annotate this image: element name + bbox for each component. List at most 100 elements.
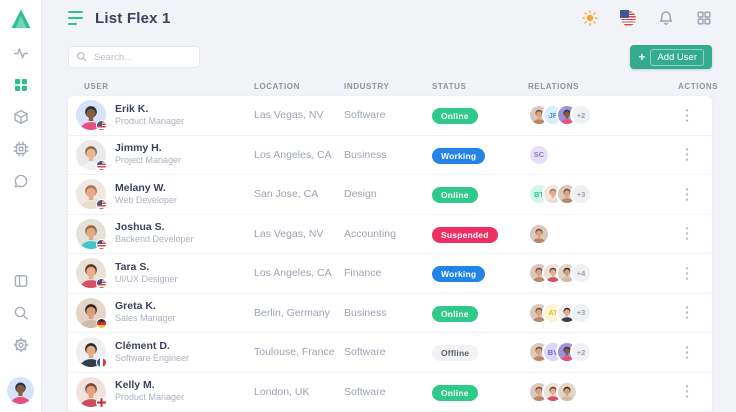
user-role: Backend Developer — [115, 234, 194, 246]
relation-more-badge: +4 — [570, 262, 592, 284]
user-profile-avatar[interactable] — [7, 377, 34, 404]
column-header-location: LOCATION — [254, 82, 344, 91]
toolbar: + Add User — [68, 45, 712, 69]
sidebar-nav — [13, 45, 29, 189]
relations-cell: BV+2 — [528, 341, 678, 363]
user-avatar — [76, 179, 106, 209]
sidebar-item-gear-icon[interactable] — [13, 337, 29, 353]
row-actions-menu-icon[interactable] — [681, 186, 698, 202]
apps-grid-icon[interactable] — [696, 10, 712, 26]
user-role: Project Manager — [115, 155, 181, 167]
status-badge: Working — [432, 148, 485, 164]
relations-cell: AT+3 — [528, 302, 678, 324]
relation-more-badge: +3 — [570, 183, 592, 205]
page-title: List Flex 1 — [95, 10, 171, 27]
sidebar-item-cube-icon[interactable] — [13, 109, 29, 125]
user-avatar — [76, 219, 106, 249]
relations-cell: BT+3 — [528, 183, 678, 205]
status-cell: Working — [432, 146, 528, 164]
row-actions-menu-icon[interactable] — [681, 107, 698, 123]
search-input[interactable] — [68, 46, 200, 68]
user-role: Web Developer — [115, 195, 177, 207]
user-cell: Kelly M.Product Manager — [76, 377, 254, 407]
sidebar-bottom — [7, 273, 34, 412]
flag-de-icon — [96, 318, 107, 329]
user-avatar — [76, 298, 106, 328]
sidebar-item-activity-icon[interactable] — [13, 45, 29, 61]
user-name: Greta K. — [115, 300, 176, 313]
user-cell: Erik K.Product Manager — [76, 100, 254, 130]
user-name: Tara S. — [115, 261, 178, 274]
user-avatar — [76, 140, 106, 170]
table-row[interactable]: Greta K.Sales ManagerBerlin, GermanyBusi… — [68, 294, 712, 334]
relations-cell: SC — [528, 144, 678, 166]
user-text: Melany W.Web Developer — [115, 182, 177, 207]
table-row[interactable]: Erik K.Product Manager Las Vegas, NVSoftw… — [68, 96, 712, 136]
sidebar-item-layout-icon[interactable] — [13, 273, 29, 289]
table-row[interactable]: Joshua S.Backend DeveloperLas Vegas, NVA… — [68, 215, 712, 255]
status-badge: Online — [432, 385, 478, 401]
relation-more-badge: +3 — [570, 302, 592, 324]
notifications-bell-icon[interactable] — [658, 10, 674, 26]
location-cell: San Jose, CA — [254, 188, 344, 200]
sidebar-item-chat-icon[interactable] — [13, 173, 29, 189]
user-name: Clément D. — [115, 340, 189, 353]
user-text: Erik K.Product Manager — [115, 103, 184, 128]
theme-sun-icon[interactable] — [582, 10, 598, 26]
industry-cell: Software — [344, 109, 432, 121]
table-body: Erik K.Product ManagerLas Vegas, NVSoftw… — [68, 96, 712, 412]
flag-en-icon — [96, 397, 107, 408]
user-role: Software Engineer — [115, 353, 189, 365]
user-name: Kelly M. — [115, 379, 184, 392]
column-header-status: STATUS — [432, 82, 528, 91]
row-actions-menu-icon[interactable] — [681, 305, 698, 321]
user-cell: Joshua S.Backend Developer — [76, 219, 254, 249]
row-actions-menu-icon[interactable] — [681, 147, 698, 163]
sidebar-item-cpu-icon[interactable] — [13, 141, 29, 157]
user-text: Kelly M.Product Manager — [115, 379, 184, 404]
table-row[interactable]: Kelly M.Product ManagerLondon, UKSoftwar… — [68, 373, 712, 412]
app-window: List Flex 1 + Add User USERLOCATIONINDUS… — [0, 0, 736, 412]
status-cell: Online — [432, 383, 528, 401]
sidebar-item-search-icon[interactable] — [13, 305, 29, 321]
status-cell: Offline — [432, 343, 528, 361]
language-flag-icon[interactable] — [620, 10, 636, 26]
user-text: Joshua S.Backend Developer — [115, 221, 194, 246]
row-actions-menu-icon[interactable] — [681, 226, 698, 242]
table-row[interactable]: Clément D.Software EngineerToulouse, Fra… — [68, 333, 712, 373]
table-row[interactable]: Melany W.Web DeveloperSan Jose, CADesign… — [68, 175, 712, 215]
location-cell: Los Angeles, CA — [254, 267, 344, 279]
add-user-button[interactable]: + Add User — [630, 45, 712, 69]
industry-cell: Finance — [344, 267, 432, 279]
column-header-actions: ACTIONS — [678, 82, 723, 91]
flag-us-icon — [96, 199, 107, 210]
sidebar — [0, 0, 42, 412]
relations-cell — [528, 223, 678, 245]
row-actions-menu-icon[interactable] — [681, 344, 698, 360]
table-row[interactable]: Jimmy H.Project ManagerLos Angeles, CABu… — [68, 136, 712, 176]
status-badge: Online — [432, 108, 478, 124]
search-icon — [76, 51, 87, 62]
user-name: Jimmy H. — [115, 142, 181, 155]
relations-cell: JF+2 — [528, 104, 678, 126]
sidebar-item-grid-icon[interactable] — [13, 77, 29, 93]
location-cell: Las Vegas, NV — [254, 109, 344, 121]
flag-us-icon — [96, 120, 107, 131]
user-avatar — [76, 258, 106, 288]
user-table: Erik K.Product ManagerLas Vegas, NVSoftw… — [68, 96, 712, 412]
user-avatar — [76, 377, 106, 407]
user-role: Product Manager — [115, 116, 184, 128]
user-cell: Jimmy H.Project Manager — [76, 140, 254, 170]
row-actions-menu-icon[interactable] — [681, 384, 698, 400]
user-name: Erik K. — [115, 103, 184, 116]
status-cell: Online — [432, 185, 528, 203]
app-logo-icon[interactable] — [9, 7, 33, 31]
row-actions-menu-icon[interactable] — [681, 265, 698, 281]
column-header-relations: RELATIONS — [528, 82, 678, 91]
industry-cell: Software — [344, 386, 432, 398]
table-column-headers: USERLOCATIONINDUSTRYSTATUSRELATIONSACTIO… — [68, 78, 712, 95]
menu-toggle-icon[interactable] — [68, 11, 84, 25]
table-row[interactable]: Tara S.UI/UX DesignerLos Angeles, CAFina… — [68, 254, 712, 294]
status-badge: Online — [432, 187, 478, 203]
flag-us-icon — [96, 278, 107, 289]
